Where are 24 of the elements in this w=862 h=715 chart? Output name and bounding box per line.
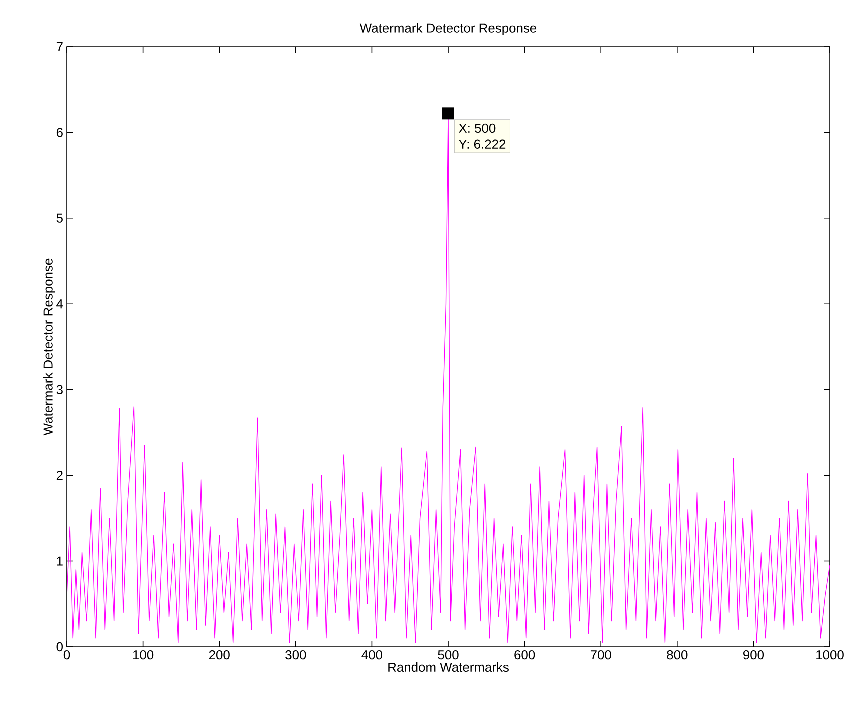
- y-tick-label: 0: [56, 642, 63, 652]
- y-tick-label: 7: [56, 42, 63, 52]
- annotation: X: 500: [459, 124, 496, 134]
- y-tick-label: 1: [57, 556, 63, 566]
- x-tick-label: 800: [667, 650, 688, 660]
- chart-title: Watermark Detector Response: [360, 23, 537, 36]
- x-tick-label: 400: [362, 650, 383, 660]
- x-axis-title: Random Watermarks: [388, 662, 509, 672]
- y-tick-label: 4: [56, 300, 64, 309]
- y-tick-label: 5: [56, 214, 63, 223]
- x-tick-label: 900: [744, 650, 764, 660]
- x-tick-label: 100: [133, 650, 154, 660]
- x-tick-label: 0: [64, 650, 70, 660]
- y-axis-title: Watermark Detector Response: [43, 258, 56, 436]
- x-tick-label: 700: [590, 650, 612, 660]
- y-tick-label: 2: [56, 471, 63, 480]
- x-tick-label: 300: [286, 650, 306, 660]
- x-tick-label: 200: [209, 650, 230, 660]
- y-tick-label: 6: [56, 128, 63, 138]
- y-tick-label: 3: [56, 385, 63, 394]
- x-tick-label: 600: [514, 650, 536, 660]
- x-tick-label: 500: [438, 650, 459, 660]
- x-tick-label: 1000: [816, 650, 844, 660]
- annotation: Y: 6.222: [458, 140, 506, 149]
